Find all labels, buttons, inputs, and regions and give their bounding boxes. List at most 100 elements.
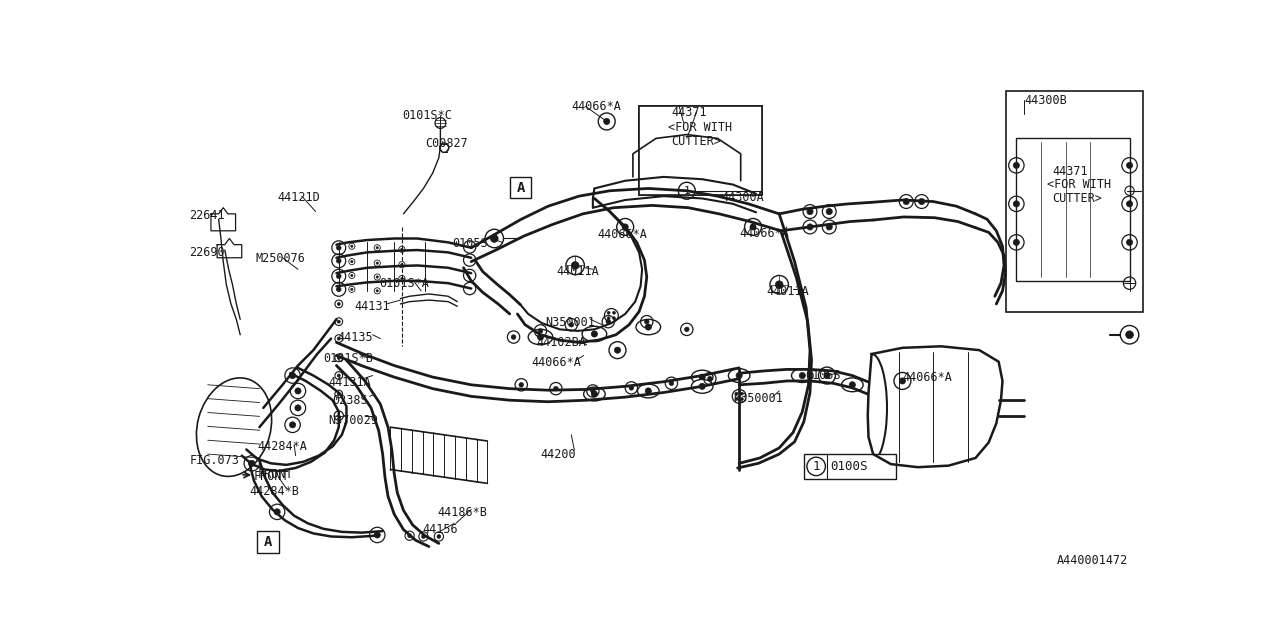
Bar	[804, 454, 896, 479]
Text: 44066*A: 44066*A	[598, 228, 648, 241]
Circle shape	[607, 317, 611, 320]
Text: 0100S: 0100S	[829, 460, 868, 473]
Text: FIG.073: FIG.073	[189, 454, 239, 467]
Ellipse shape	[728, 369, 750, 383]
Text: CUTTER>: CUTTER>	[1052, 191, 1102, 205]
Circle shape	[351, 260, 353, 263]
Text: 44066*A: 44066*A	[739, 227, 788, 240]
Bar	[639, 106, 763, 195]
Circle shape	[735, 397, 739, 401]
Circle shape	[806, 209, 813, 214]
Circle shape	[806, 224, 813, 230]
Circle shape	[613, 317, 616, 320]
Circle shape	[799, 372, 805, 379]
Circle shape	[538, 328, 543, 333]
Circle shape	[511, 335, 516, 339]
Circle shape	[826, 224, 832, 230]
Circle shape	[351, 245, 353, 247]
Text: 0105S: 0105S	[452, 237, 488, 250]
Circle shape	[849, 381, 855, 388]
Text: 44066*A: 44066*A	[531, 356, 581, 369]
Text: CUTTER>: CUTTER>	[672, 135, 721, 148]
Circle shape	[605, 319, 611, 324]
Ellipse shape	[529, 330, 553, 345]
Text: 44131A: 44131A	[328, 376, 371, 388]
Circle shape	[248, 460, 255, 467]
Circle shape	[614, 347, 621, 353]
Text: 44156: 44156	[422, 524, 457, 536]
Circle shape	[699, 374, 705, 380]
Ellipse shape	[841, 378, 863, 392]
Circle shape	[376, 290, 379, 292]
Ellipse shape	[791, 369, 813, 383]
Circle shape	[826, 209, 832, 214]
Circle shape	[407, 534, 412, 538]
Text: 1: 1	[813, 460, 820, 473]
Circle shape	[1126, 163, 1133, 168]
Text: FRONT: FRONT	[257, 468, 293, 481]
Text: N370029: N370029	[328, 414, 378, 427]
Text: <FOR WITH: <FOR WITH	[668, 122, 732, 134]
Text: 44200: 44200	[540, 448, 576, 461]
Circle shape	[591, 391, 598, 397]
Circle shape	[645, 388, 652, 394]
Circle shape	[699, 383, 705, 389]
Text: 44121D: 44121D	[278, 191, 320, 204]
Text: 44135: 44135	[337, 331, 372, 344]
Circle shape	[919, 198, 924, 205]
Circle shape	[1014, 239, 1019, 245]
Text: N350001: N350001	[545, 316, 595, 328]
Circle shape	[644, 319, 649, 324]
Circle shape	[337, 392, 340, 396]
Circle shape	[628, 385, 634, 390]
Circle shape	[607, 311, 611, 314]
Ellipse shape	[691, 380, 713, 393]
Circle shape	[1126, 239, 1133, 245]
Circle shape	[685, 327, 689, 332]
Circle shape	[669, 381, 673, 385]
Text: 44371: 44371	[1052, 165, 1088, 179]
Text: A: A	[264, 535, 273, 549]
Circle shape	[490, 235, 498, 243]
Circle shape	[337, 303, 340, 305]
Circle shape	[904, 198, 909, 205]
Circle shape	[289, 422, 296, 428]
Text: <FOR WITH: <FOR WITH	[1047, 179, 1111, 191]
Text: C00827: C00827	[425, 137, 467, 150]
Circle shape	[337, 320, 340, 323]
Circle shape	[708, 376, 712, 381]
Circle shape	[376, 276, 379, 278]
Circle shape	[421, 534, 425, 538]
Text: 44371: 44371	[672, 106, 707, 119]
Circle shape	[740, 392, 744, 395]
Bar	[639, 106, 763, 195]
Circle shape	[337, 337, 340, 340]
Circle shape	[376, 246, 379, 249]
Ellipse shape	[584, 387, 605, 401]
Text: 44186*B: 44186*B	[438, 506, 488, 520]
Circle shape	[376, 262, 379, 264]
Circle shape	[274, 509, 280, 515]
Ellipse shape	[636, 319, 660, 335]
Circle shape	[518, 383, 524, 387]
Circle shape	[1014, 201, 1019, 207]
Text: 44300B: 44300B	[1024, 93, 1066, 107]
Bar	[1016, 138, 1130, 281]
Circle shape	[337, 259, 340, 263]
Circle shape	[740, 397, 744, 401]
Text: A: A	[516, 180, 525, 195]
Circle shape	[337, 287, 340, 292]
Circle shape	[613, 311, 616, 314]
Circle shape	[401, 277, 403, 280]
Circle shape	[401, 264, 403, 266]
Circle shape	[294, 405, 301, 411]
Circle shape	[900, 378, 905, 384]
Ellipse shape	[691, 370, 713, 384]
Circle shape	[538, 334, 544, 340]
Circle shape	[735, 392, 739, 395]
Circle shape	[337, 274, 340, 278]
Circle shape	[337, 374, 340, 377]
Text: 0238S: 0238S	[333, 394, 369, 407]
Text: 0105S: 0105S	[805, 369, 841, 382]
Text: 44284*B: 44284*B	[250, 485, 300, 498]
